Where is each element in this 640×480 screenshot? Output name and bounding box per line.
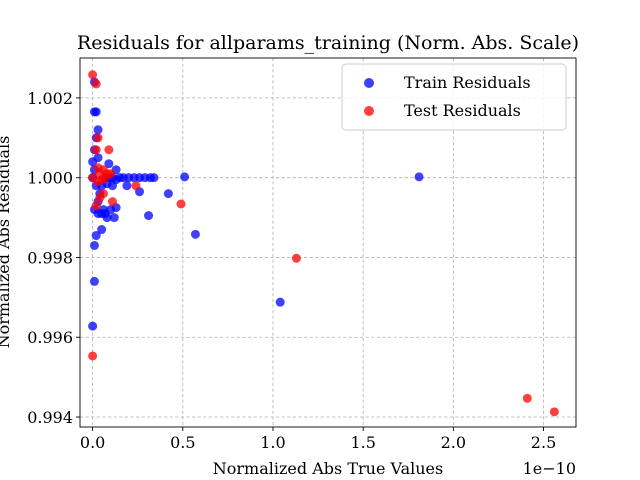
train-residual-point — [414, 172, 424, 182]
test-residual-point — [522, 393, 532, 403]
train-residual-point — [149, 173, 159, 183]
test-residual-point — [91, 145, 101, 155]
train-residuals-series — [88, 77, 424, 331]
test-residual-point — [95, 193, 105, 203]
train-residual-point — [109, 213, 119, 223]
test-residuals-series — [88, 70, 559, 417]
train-residual-point — [93, 125, 103, 135]
y-tick-label: 0.998 — [27, 248, 73, 267]
x-axis-offset-label: 1e−10 — [523, 459, 576, 478]
x-tick-label: 1.5 — [350, 433, 375, 452]
legend-box — [341, 63, 567, 131]
legend-label-train: Train Residuals — [404, 73, 531, 92]
y-tick-label: 0.994 — [27, 408, 73, 427]
test-residual-point — [549, 407, 559, 417]
y-axis-label: Normalized Abs Residuals — [0, 136, 13, 349]
x-tick-label: 2.0 — [441, 433, 466, 452]
x-tick-label: 1.0 — [260, 433, 285, 452]
test-residual-point — [176, 199, 186, 209]
chart-title: Residuals for allparams_training (Norm. … — [77, 32, 579, 54]
y-tick-label: 1.002 — [27, 89, 73, 108]
x-tick-label: 0.0 — [80, 433, 105, 452]
plot-frame — [79, 57, 577, 428]
points-layer — [88, 70, 559, 417]
legend-marker-train — [364, 78, 374, 88]
train-residual-point — [107, 181, 117, 191]
train-residual-point — [89, 276, 99, 286]
train-residual-point — [122, 181, 132, 191]
x-axis-ticks: 0.0 0.5 1.0 1.5 2.0 2.5 — [80, 427, 556, 452]
train-residual-point — [180, 172, 190, 182]
train-residual-point — [190, 229, 200, 239]
test-residual-point — [88, 351, 98, 361]
test-residual-point — [88, 70, 98, 80]
train-residual-point — [144, 211, 154, 221]
train-residual-point — [163, 189, 173, 199]
y-axis-ticks: 0.994 0.996 0.998 1.000 1.002 — [27, 89, 80, 427]
grid-layer — [80, 58, 576, 427]
test-residual-point — [291, 253, 301, 263]
test-residual-point — [91, 79, 101, 89]
train-residual-point — [89, 240, 99, 250]
y-tick-label: 0.996 — [27, 328, 73, 347]
x-tick-label: 0.5 — [170, 433, 195, 452]
train-residual-point — [88, 321, 98, 331]
train-residual-point — [97, 225, 107, 235]
test-residual-point — [131, 181, 141, 191]
x-tick-label: 2.5 — [531, 433, 556, 452]
test-residual-point — [104, 145, 114, 155]
test-residual-point — [88, 173, 98, 183]
train-residual-point — [89, 107, 99, 117]
train-residual-point — [275, 297, 285, 307]
legend-marker-test — [364, 106, 374, 116]
test-residual-point — [93, 133, 103, 143]
y-tick-label: 1.000 — [27, 169, 73, 188]
legend: Train Residuals Test Residuals — [341, 63, 567, 131]
test-residual-point — [107, 197, 117, 207]
train-residual-point — [91, 231, 101, 241]
legend-label-test: Test Residuals — [404, 101, 521, 120]
train-residual-point — [104, 159, 114, 169]
test-residual-point — [91, 201, 101, 211]
train-residual-point — [93, 153, 103, 163]
train-residual-point — [102, 213, 112, 223]
x-axis-label: Normalized Abs True Values — [213, 459, 443, 478]
test-residual-point — [106, 169, 116, 179]
